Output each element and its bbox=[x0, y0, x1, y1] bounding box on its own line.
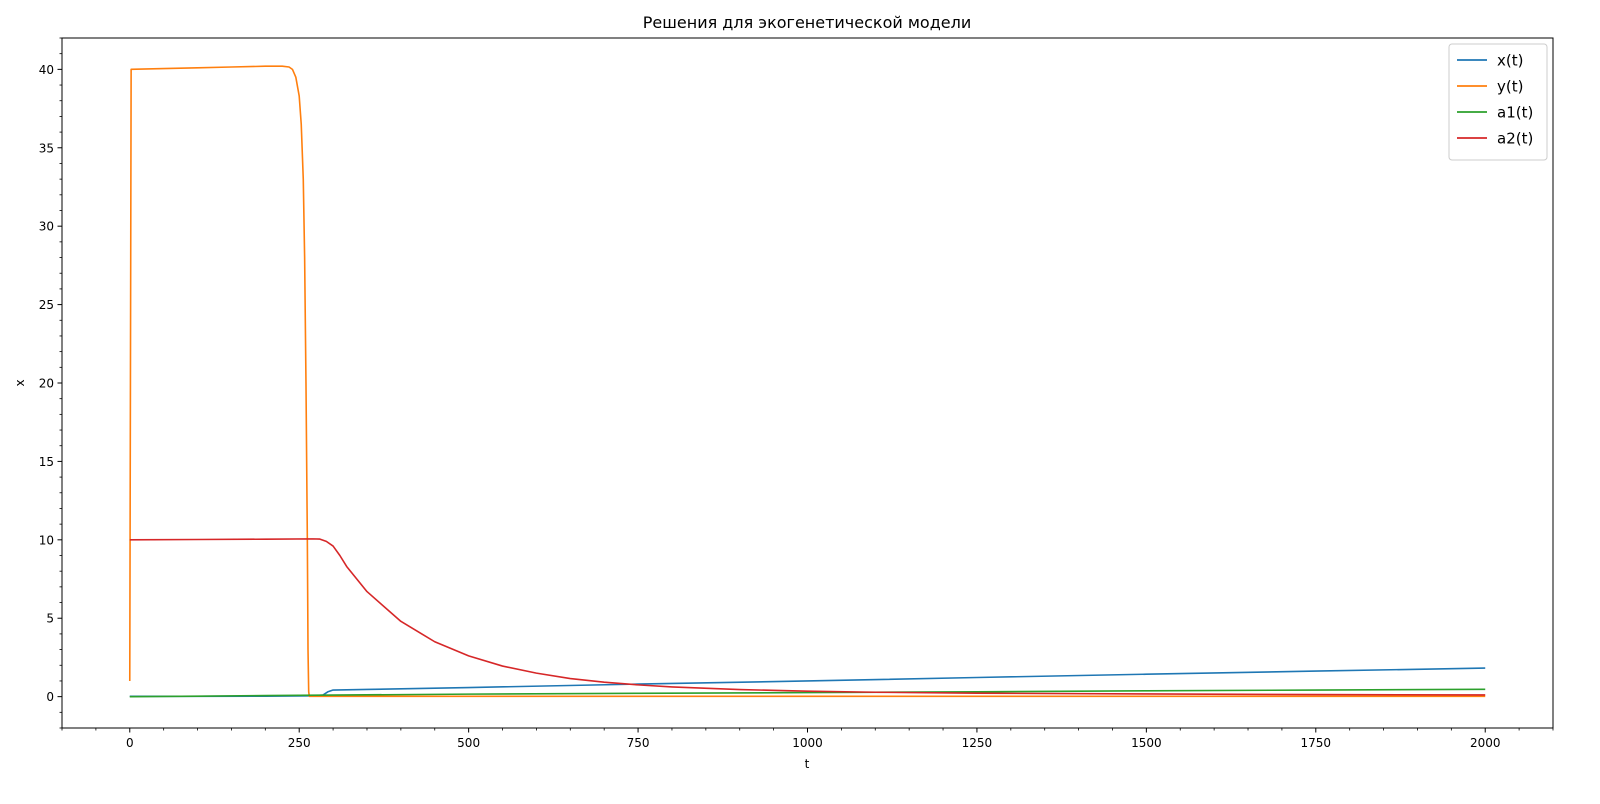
x-tick-label: 750 bbox=[627, 736, 650, 750]
series-line-a2(t) bbox=[129, 538, 1486, 696]
plot-area: 0 250 500 750 1000 1250 1500 1750 2000 0 5 10 15 20 25… bbox=[39, 37, 1554, 750]
y-tick-label: 10 bbox=[39, 533, 54, 547]
y-tick-label: 30 bbox=[39, 220, 54, 234]
series-line-y(t) bbox=[128, 65, 1486, 698]
y-tick-label: 20 bbox=[39, 377, 54, 391]
y-tick-label: 0 bbox=[46, 690, 54, 704]
legend-label: a1(t) bbox=[1497, 104, 1533, 122]
legend-box bbox=[1448, 43, 1548, 161]
y-axis: 0 5 10 15 20 25 30 35 40 bbox=[39, 63, 62, 704]
x-tick-label: 500 bbox=[457, 736, 480, 750]
legend-label: y(t) bbox=[1497, 78, 1523, 96]
y-tick-label: 35 bbox=[39, 141, 54, 155]
x-tick-label: 1500 bbox=[1131, 736, 1162, 750]
y-axis-label: x bbox=[13, 379, 27, 386]
legend-label: x(t) bbox=[1497, 52, 1523, 70]
x-tick-label: 2000 bbox=[1470, 736, 1501, 750]
series-lines bbox=[128, 65, 1486, 698]
x-tick-label: 0 bbox=[126, 736, 134, 750]
x-tick-label: 250 bbox=[288, 736, 311, 750]
y-minor-ticks bbox=[59, 37, 62, 729]
y-tick-label: 5 bbox=[46, 612, 54, 626]
x-tick-label: 1750 bbox=[1301, 736, 1332, 750]
x-tick-label: 1250 bbox=[962, 736, 993, 750]
y-tick-label: 15 bbox=[39, 455, 54, 469]
x-axis-label: t bbox=[805, 757, 810, 771]
y-tick-label: 25 bbox=[39, 298, 54, 312]
x-tick-label: 1000 bbox=[792, 736, 823, 750]
series-line-a1(t) bbox=[129, 688, 1486, 698]
chart-title: Решения для экогенетической модели bbox=[643, 13, 971, 32]
y-tick-label: 40 bbox=[39, 63, 54, 77]
x-minor-ticks bbox=[61, 728, 1554, 731]
legend-label: a2(t) bbox=[1497, 130, 1533, 148]
legend: x(t) y(t) a1(t) a2(t) bbox=[1448, 43, 1548, 161]
x-axis: 0 250 500 750 1000 1250 1500 1750 2000 bbox=[126, 728, 1501, 750]
